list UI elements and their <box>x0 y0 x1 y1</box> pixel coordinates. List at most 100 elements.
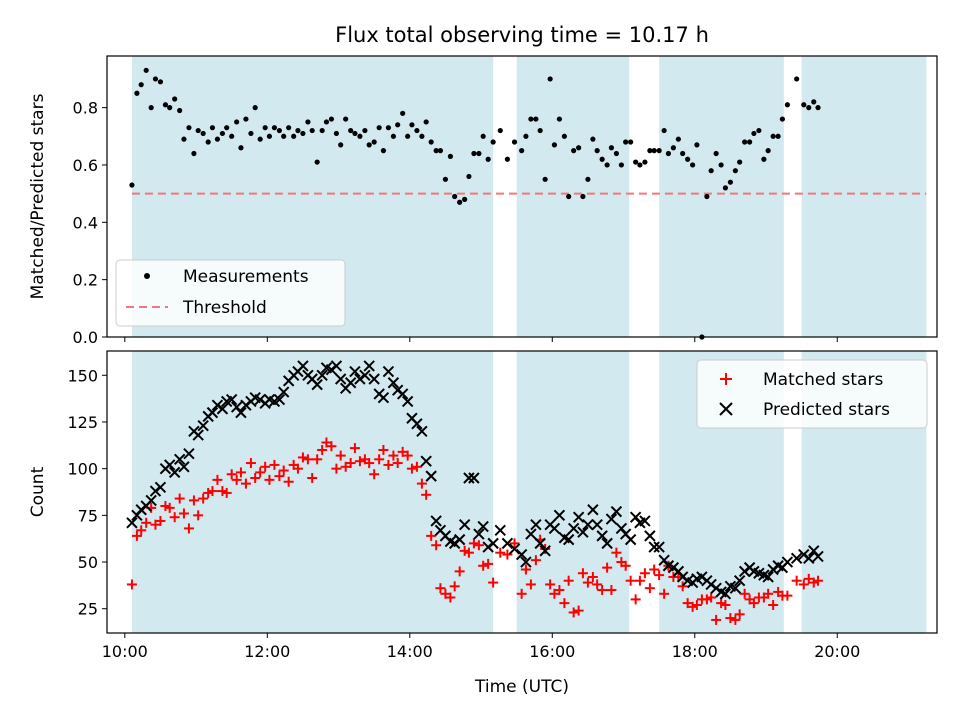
predicted-star-point <box>277 386 290 398</box>
matched-star-point <box>378 444 389 455</box>
measurement-point <box>152 76 159 82</box>
matched-star-point <box>388 450 399 461</box>
x-stroke-2 <box>463 472 475 484</box>
x-stroke-2 <box>173 453 186 466</box>
x-stroke-2 <box>601 537 613 550</box>
x-stroke-2 <box>567 522 580 535</box>
measurement-point <box>143 67 149 73</box>
matched-star-point <box>763 588 774 599</box>
matched-star-point <box>302 454 313 465</box>
top-y-ticks: 0.0 0.2 0.4 0.6 0.8 <box>73 99 107 347</box>
measurement-point <box>765 148 771 154</box>
x-stroke-2 <box>444 535 457 548</box>
measurement-point <box>447 153 453 159</box>
measurement-point <box>319 127 325 134</box>
matched-star-point <box>554 585 565 596</box>
predicted-star-point <box>311 378 323 391</box>
measurement-point <box>148 105 154 111</box>
matched-star-point <box>483 558 494 569</box>
measurement-point <box>186 125 192 131</box>
x-stroke-2 <box>719 588 732 600</box>
x-stroke-2 <box>387 377 400 389</box>
measurement-point <box>395 122 401 128</box>
matched-star-point <box>625 575 636 586</box>
matched-star-point <box>292 463 303 474</box>
predicted-star-point <box>420 455 432 467</box>
observing-window-2 <box>516 56 630 337</box>
x-stroke-2 <box>587 504 599 516</box>
x-stroke-2 <box>297 360 309 372</box>
x-stroke-2 <box>311 378 323 391</box>
matched-star-point <box>193 510 204 521</box>
predicted-star-point <box>624 533 637 546</box>
x-stroke-2 <box>306 373 318 385</box>
measurement-point <box>523 133 529 139</box>
top-y-axis-label: Matched/Predicted stars <box>28 93 48 299</box>
matched-star-point <box>606 585 617 596</box>
measurement-point <box>252 105 258 111</box>
y-tick-label: 0.6 <box>73 156 98 175</box>
matched-star-point <box>278 465 289 476</box>
predicted-star-point <box>562 533 575 546</box>
measurement-point <box>770 133 776 139</box>
measurement-point <box>248 130 254 137</box>
x-stroke-2 <box>525 528 537 540</box>
measurement-point <box>608 145 615 151</box>
x-stroke-2 <box>320 362 333 374</box>
predicted-star-point <box>363 360 375 372</box>
x-stroke-2 <box>178 461 190 473</box>
measurement-point <box>576 145 582 151</box>
x-stroke-2 <box>425 470 437 482</box>
matched-star-point <box>141 517 152 528</box>
matched-star-point <box>345 458 356 469</box>
measurement-point <box>442 176 449 182</box>
measurement-point <box>224 125 230 131</box>
legend-matched-marker <box>720 373 732 385</box>
predicted-star-point <box>591 518 603 531</box>
matched-star-point <box>164 502 175 513</box>
measurement-point <box>618 162 624 168</box>
matched-star-point <box>431 540 442 551</box>
measurement-point <box>504 156 510 162</box>
top-axes-frame <box>106 55 938 338</box>
predicted-star-point <box>639 515 651 527</box>
top-legend-box <box>115 259 346 327</box>
x-stroke-2 <box>468 472 480 484</box>
matched-star-point <box>597 585 608 596</box>
predicted-star-point <box>273 393 286 406</box>
x-stroke-2 <box>477 520 489 533</box>
matched-star-point <box>649 564 660 575</box>
measurement-point <box>675 136 681 142</box>
matched-star-point <box>592 579 603 590</box>
matched-star-point <box>226 469 237 480</box>
measurement-point <box>633 159 639 165</box>
bottom-y-axis-label: Count <box>28 466 48 517</box>
x-tick-label: 16:00 <box>529 642 575 661</box>
predicted-star-point <box>178 461 190 473</box>
x-stroke-2 <box>577 526 589 538</box>
x-stroke-2 <box>439 530 452 542</box>
predicted-star-point <box>790 552 803 565</box>
measurement-point <box>437 148 444 154</box>
measurement-point <box>157 79 164 85</box>
measurement-point <box>628 139 634 145</box>
matched-star-point <box>269 459 280 470</box>
matched-star-point <box>488 577 499 588</box>
matched-star-point <box>364 458 375 469</box>
matched-star-point <box>174 493 185 504</box>
x-stroke-2 <box>724 580 737 593</box>
matched-star-point <box>659 588 670 599</box>
x-stroke-2 <box>605 513 618 525</box>
measurement-point <box>490 139 496 145</box>
measurement-point <box>348 127 354 134</box>
predicted-star-point <box>387 377 400 389</box>
measurement-point <box>551 142 558 148</box>
x-stroke-2 <box>681 575 694 587</box>
matched-star-point <box>509 538 520 549</box>
matched-star-point <box>312 454 323 465</box>
x-stroke-2 <box>662 560 675 572</box>
measurement-point <box>138 82 144 88</box>
measurement-point <box>129 182 135 188</box>
top-x-ticks <box>124 337 838 342</box>
matched-star-point <box>264 474 275 485</box>
